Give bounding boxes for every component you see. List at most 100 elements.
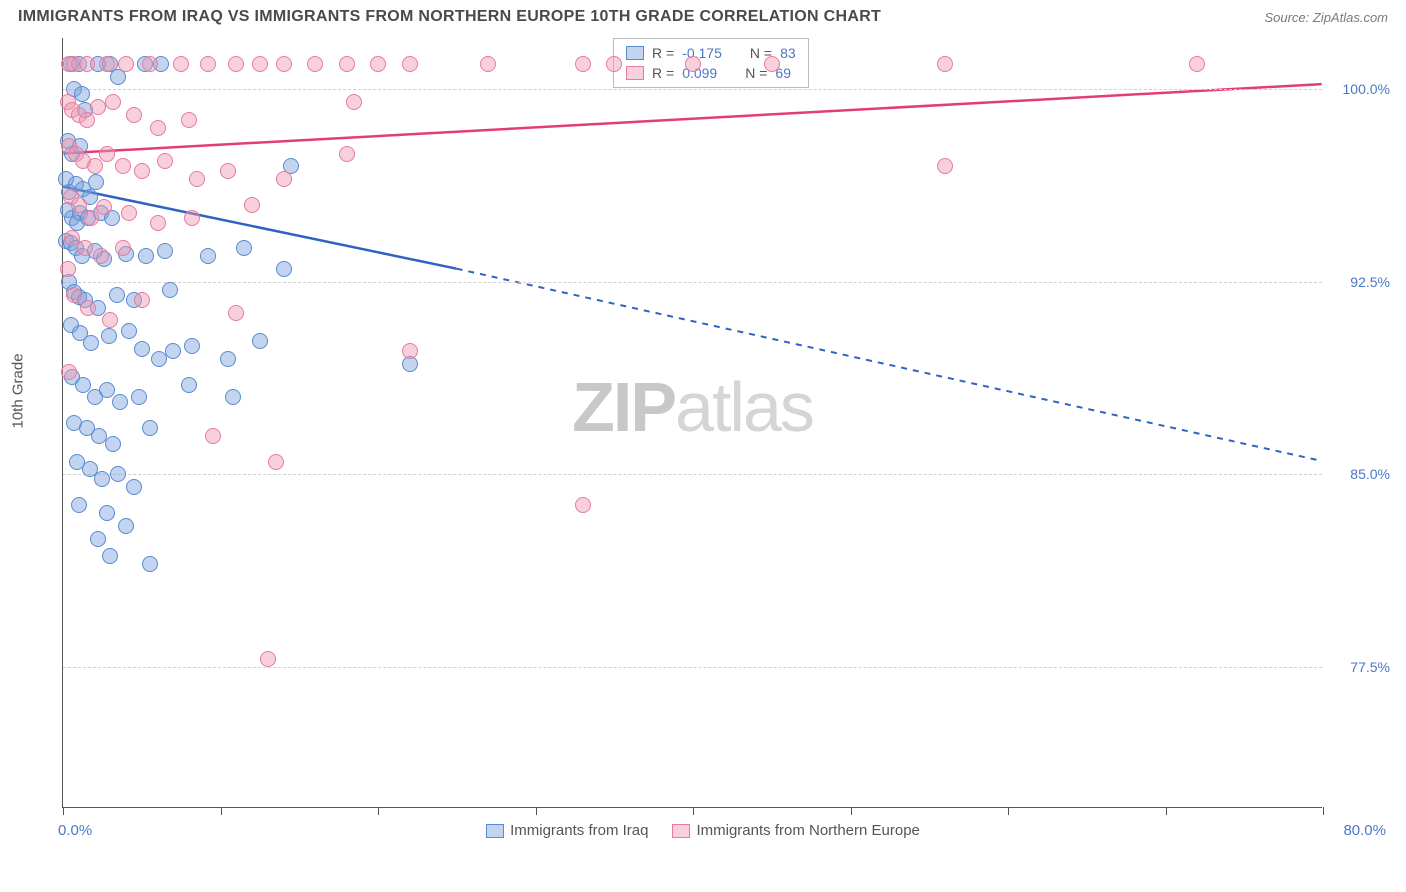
scatter-point-iraq (74, 86, 90, 102)
legend-swatch (626, 46, 644, 60)
scatter-point-neurope (228, 305, 244, 321)
y-tick-label: 92.5% (1350, 274, 1390, 290)
x-tick (63, 807, 64, 815)
scatter-point-neurope (606, 56, 622, 72)
scatter-point-iraq (102, 548, 118, 564)
scatter-point-neurope (685, 56, 701, 72)
grid-line (63, 282, 1322, 283)
series-legend-item: Immigrants from Iraq (486, 822, 648, 839)
legend-r-label: R = (652, 45, 674, 61)
scatter-point-neurope (80, 300, 96, 316)
scatter-point-iraq (126, 479, 142, 495)
scatter-point-neurope (189, 171, 205, 187)
x-tick (1166, 807, 1167, 815)
scatter-point-neurope (307, 56, 323, 72)
scatter-point-iraq (142, 420, 158, 436)
scatter-point-neurope (764, 56, 780, 72)
header: IMMIGRANTS FROM IRAQ VS IMMIGRANTS FROM … (0, 0, 1406, 30)
scatter-point-neurope (71, 197, 87, 213)
scatter-point-neurope (402, 343, 418, 359)
scatter-point-neurope (480, 56, 496, 72)
scatter-point-neurope (181, 112, 197, 128)
scatter-point-iraq (99, 505, 115, 521)
scatter-point-neurope (115, 240, 131, 256)
scatter-point-iraq (236, 240, 252, 256)
series-legend-item: Immigrants from Northern Europe (672, 822, 919, 839)
scatter-point-neurope (157, 153, 173, 169)
watermark: ZIPatlas (572, 367, 813, 447)
scatter-point-iraq (71, 497, 87, 513)
scatter-point-iraq (162, 282, 178, 298)
scatter-point-iraq (112, 394, 128, 410)
trend-lines (63, 38, 1322, 807)
scatter-point-iraq (184, 338, 200, 354)
scatter-point-neurope (402, 56, 418, 72)
scatter-point-iraq (110, 466, 126, 482)
legend-r-label: R = (652, 65, 674, 81)
trend-line-dashed-iraq (457, 269, 1322, 461)
scatter-point-neurope (575, 56, 591, 72)
scatter-point-iraq (220, 351, 236, 367)
scatter-point-neurope (93, 248, 109, 264)
series-legend: Immigrants from Iraq Immigrants from Nort… (0, 822, 1406, 839)
y-axis-title: 10th Grade (10, 353, 27, 428)
scatter-point-neurope (90, 99, 106, 115)
scatter-point-neurope (134, 163, 150, 179)
x-tick (1008, 807, 1009, 815)
scatter-point-neurope (252, 56, 268, 72)
scatter-point-iraq (225, 389, 241, 405)
scatter-point-neurope (105, 94, 121, 110)
scatter-point-neurope (1189, 56, 1205, 72)
scatter-point-neurope (115, 158, 131, 174)
y-tick-label: 85.0% (1350, 466, 1390, 482)
scatter-point-neurope (134, 292, 150, 308)
scatter-point-neurope (66, 287, 82, 303)
scatter-point-neurope (268, 454, 284, 470)
x-tick (221, 807, 222, 815)
scatter-point-iraq (83, 335, 99, 351)
scatter-point-neurope (937, 56, 953, 72)
scatter-point-iraq (165, 343, 181, 359)
scatter-point-iraq (276, 261, 292, 277)
scatter-point-iraq (105, 436, 121, 452)
scatter-point-neurope (99, 146, 115, 162)
source-attribution: Source: ZipAtlas.com (1264, 10, 1388, 25)
series-legend-label: Immigrants from Northern Europe (696, 822, 919, 839)
chart-title: IMMIGRANTS FROM IRAQ VS IMMIGRANTS FROM … (18, 8, 881, 26)
x-tick (851, 807, 852, 815)
scatter-point-neurope (173, 56, 189, 72)
scatter-point-neurope (79, 112, 95, 128)
scatter-point-neurope (276, 56, 292, 72)
scatter-point-neurope (150, 215, 166, 231)
scatter-point-neurope (228, 56, 244, 72)
scatter-point-neurope (126, 107, 142, 123)
scatter-point-neurope (937, 158, 953, 174)
scatter-point-iraq (181, 377, 197, 393)
scatter-point-neurope (339, 56, 355, 72)
scatter-point-iraq (134, 341, 150, 357)
y-tick-label: 77.5% (1350, 659, 1390, 675)
scatter-point-iraq (200, 248, 216, 264)
scatter-point-neurope (121, 205, 137, 221)
scatter-point-iraq (94, 471, 110, 487)
scatter-point-iraq (99, 382, 115, 398)
scatter-point-neurope (79, 56, 95, 72)
scatter-point-iraq (90, 531, 106, 547)
scatter-point-iraq (118, 518, 134, 534)
scatter-point-neurope (184, 210, 200, 226)
scatter-point-neurope (142, 56, 158, 72)
x-tick (536, 807, 537, 815)
legend-swatch (626, 66, 644, 80)
series-legend-label: Immigrants from Iraq (510, 822, 648, 839)
legend-n-value: 83 (780, 45, 796, 61)
legend-swatch (672, 824, 690, 838)
grid-line (63, 89, 1322, 90)
scatter-point-neurope (99, 56, 115, 72)
scatter-point-neurope (346, 94, 362, 110)
scatter-point-neurope (150, 120, 166, 136)
scatter-point-neurope (260, 651, 276, 667)
scatter-point-neurope (61, 364, 77, 380)
scatter-point-neurope (102, 312, 118, 328)
legend-swatch (486, 824, 504, 838)
scatter-point-neurope (77, 240, 93, 256)
